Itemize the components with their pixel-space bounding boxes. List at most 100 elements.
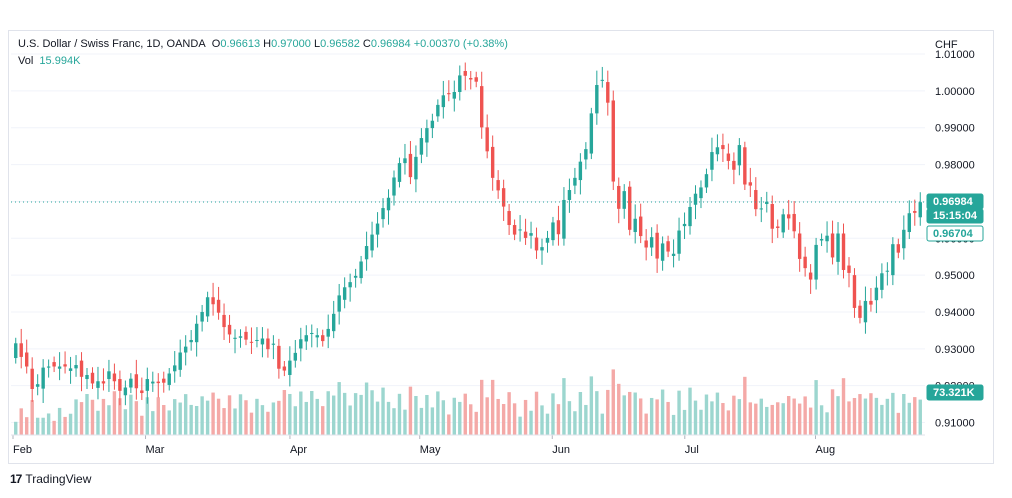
volume-bar <box>765 406 769 435</box>
candle-body <box>244 331 248 340</box>
volume-bar <box>447 414 451 435</box>
volume-bar <box>902 394 906 435</box>
candle-body <box>600 79 605 81</box>
candlestick-chart[interactable]: 1.010001.000000.990000.980000.970000.960… <box>9 31 993 463</box>
month-label: Feb <box>13 444 32 456</box>
volume-bar <box>633 392 637 435</box>
candle-body <box>211 297 215 305</box>
volume-bar <box>452 397 456 435</box>
candle-body <box>858 305 862 318</box>
candle-body <box>534 237 539 251</box>
candle-body <box>562 199 566 239</box>
volume-bar <box>299 391 303 435</box>
volume-bar <box>490 379 495 435</box>
volume-bar <box>200 396 204 435</box>
volume-bar <box>721 403 725 435</box>
volume-bar <box>617 383 621 435</box>
candle-body <box>326 328 330 337</box>
candle-body <box>907 213 911 233</box>
volume-bar <box>512 403 517 435</box>
volume-bar <box>496 398 500 435</box>
candle-body <box>885 270 890 272</box>
volume-bar <box>655 399 659 435</box>
volume-bar <box>107 405 111 435</box>
volume-bar <box>41 417 45 435</box>
candle-body <box>688 206 692 227</box>
open-value: 0.96613 <box>220 38 261 50</box>
volume-bar <box>595 391 599 435</box>
volume-bar <box>315 398 319 435</box>
volume-bar <box>288 393 292 435</box>
candle-body <box>216 299 221 313</box>
candle-body <box>819 239 824 241</box>
volume-bar <box>189 404 193 435</box>
candle-body <box>140 390 144 394</box>
volume-bar <box>375 401 380 435</box>
volume-bar <box>671 414 676 435</box>
volume-bar <box>869 393 873 435</box>
volume-bar <box>556 404 561 435</box>
candle-body <box>814 244 818 280</box>
volume-bar <box>891 392 895 435</box>
candle-body <box>715 147 720 155</box>
month-label: Mar <box>146 444 165 456</box>
candle-body <box>841 233 846 270</box>
candle-body <box>469 78 473 80</box>
volume-bar <box>622 395 626 435</box>
volume-bar <box>458 401 462 435</box>
candle-body <box>721 145 725 150</box>
candle-body <box>770 204 774 229</box>
candle-body <box>584 149 588 160</box>
brand-label[interactable]: TradingView <box>25 472 92 486</box>
candle-body <box>896 244 901 253</box>
volume-bar <box>644 413 648 435</box>
volume-bar <box>63 416 67 435</box>
volume-bar <box>46 413 51 435</box>
volume-bar <box>425 394 429 435</box>
volume-bar <box>392 408 396 435</box>
volume-bar <box>463 393 467 435</box>
candle-body <box>419 138 424 155</box>
candle-body <box>529 233 533 236</box>
candle-body <box>852 275 857 308</box>
candle-body <box>227 324 232 335</box>
price-badges: 0.96984 15:15:04 0.96704 73.321K <box>11 193 984 401</box>
candle-body <box>567 190 572 200</box>
volume-bar <box>386 401 391 435</box>
candle-body <box>293 352 298 361</box>
volume-bar <box>403 409 407 435</box>
volume-bar <box>863 398 868 435</box>
candle-body <box>30 368 34 389</box>
candle-body <box>622 191 626 209</box>
currency-label: CHF <box>935 39 958 51</box>
volume-bar <box>255 398 259 435</box>
candle-body <box>660 243 665 261</box>
candle-body <box>68 368 73 371</box>
volume-bar <box>825 412 829 435</box>
volume-bar <box>151 411 155 435</box>
volume-bar <box>551 393 555 435</box>
candle-body <box>808 272 813 280</box>
candle-body <box>644 240 648 248</box>
volume-bar <box>353 393 358 435</box>
month-label: Aug <box>815 444 835 456</box>
low-label: L <box>313 38 321 50</box>
candle-body <box>732 160 736 170</box>
volume-bar <box>743 376 747 435</box>
candle-body <box>501 188 506 207</box>
volume-bar <box>776 402 780 435</box>
month-label: Apr <box>290 444 307 456</box>
candle-body <box>375 223 380 235</box>
chart-legend: U.S. Dollar / Swiss Franc, 1D, OANDA O0.… <box>18 38 508 50</box>
volume-bar <box>436 391 440 435</box>
volume-bar <box>260 405 265 435</box>
volume-bar <box>364 382 369 435</box>
volume-bar <box>123 409 128 435</box>
volume-bar <box>227 395 232 435</box>
candle-body <box>25 352 29 367</box>
candle-body <box>496 180 500 191</box>
volume-badge: 73.321K <box>933 387 975 399</box>
price-tick-label: 0.98000 <box>935 160 975 172</box>
open-label: O <box>211 38 221 50</box>
candle-body <box>847 265 851 273</box>
